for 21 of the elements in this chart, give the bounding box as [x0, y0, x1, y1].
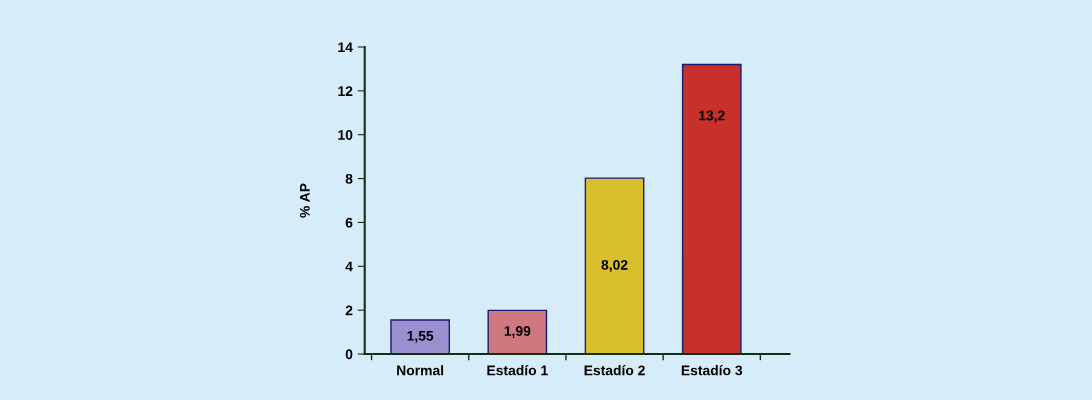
- y-tick-label: 14: [338, 42, 353, 53]
- bar: [584, 177, 645, 354]
- x-tick-label: Normal: [397, 365, 444, 376]
- y-axis-title: % AP: [299, 183, 310, 218]
- x-tick-label: Estadío 3: [681, 364, 743, 376]
- data-label: 8,02: [601, 259, 628, 272]
- x-tick-label: Estadío 1: [487, 364, 548, 376]
- bar: [487, 309, 548, 354]
- bar: [390, 319, 450, 354]
- y-tick-label: 6: [345, 217, 353, 228]
- y-tick-label: 2: [345, 305, 353, 316]
- data-label: 1,55: [407, 331, 434, 343]
- bar: [681, 63, 742, 354]
- y-tick-label: 0: [345, 349, 353, 360]
- y-tick-label: 8: [345, 173, 353, 184]
- data-label: 1,99: [504, 326, 531, 338]
- y-tick-label: 10: [338, 130, 353, 140]
- y-tick-label: 4: [345, 261, 353, 272]
- x-tick-label: Estadío 2: [584, 364, 645, 376]
- data-label: 13,2: [699, 110, 725, 123]
- y-tick-label: 12: [338, 86, 353, 96]
